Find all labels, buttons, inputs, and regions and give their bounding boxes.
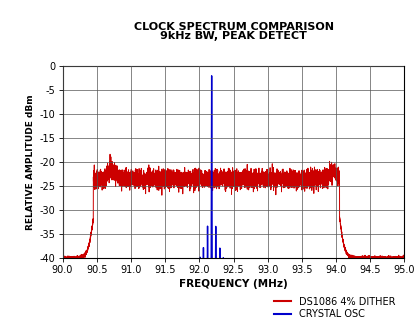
Legend: DS1086 4% DITHER, CRYSTAL OSC: DS1086 4% DITHER, CRYSTAL OSC <box>270 293 399 323</box>
Text: CLOCK SPECTRUM COMPARISON: CLOCK SPECTRUM COMPARISON <box>133 22 334 31</box>
Y-axis label: RELATIVE AMPLITUDE dBm: RELATIVE AMPLITUDE dBm <box>26 94 35 230</box>
X-axis label: FREQUENCY (MHz): FREQUENCY (MHz) <box>179 279 288 289</box>
Text: 9kHz BW, PEAK DETECT: 9kHz BW, PEAK DETECT <box>160 31 307 41</box>
